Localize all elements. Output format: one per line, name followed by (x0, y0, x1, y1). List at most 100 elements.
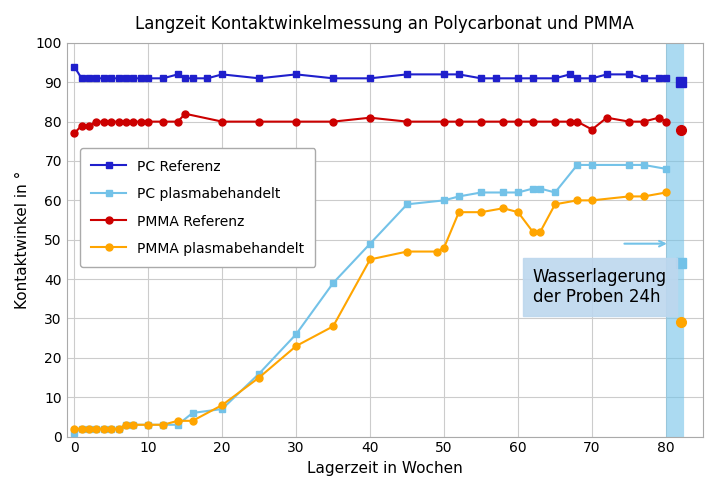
PC Referenz (203, 76, 212, 82)
PMMA plasmabehandelt (255, 375, 264, 381)
PC Referenz (588, 76, 597, 82)
PMMA Referenz (640, 119, 648, 125)
PMMA Referenz (144, 119, 152, 125)
Line: PC plasmabehandelt: PC plasmabehandelt (70, 162, 669, 436)
PMMA Referenz (107, 119, 116, 125)
PMMA plasmabehandelt (174, 418, 182, 424)
PC plasmabehandelt (78, 426, 86, 432)
PMMA Referenz (662, 119, 671, 125)
Y-axis label: Kontaktwinkel in °: Kontaktwinkel in ° (15, 170, 30, 309)
PC Referenz (159, 76, 167, 82)
PMMA Referenz (403, 119, 411, 125)
Text: Wasserlagerung
der Proben 24h: Wasserlagerung der Proben 24h (533, 268, 667, 306)
PMMA plasmabehandelt (477, 209, 485, 215)
PC plasmabehandelt (439, 197, 448, 203)
PMMA plasmabehandelt (114, 426, 123, 432)
PC Referenz (174, 71, 182, 77)
PC Referenz (129, 76, 138, 82)
PMMA plasmabehandelt (85, 426, 93, 432)
PC plasmabehandelt (365, 241, 374, 246)
PMMA plasmabehandelt (536, 229, 544, 235)
PMMA Referenz (85, 123, 93, 129)
PMMA Referenz (602, 115, 611, 121)
PMMA Referenz (129, 119, 138, 125)
PC plasmabehandelt (625, 162, 633, 168)
PMMA Referenz (159, 119, 167, 125)
PMMA Referenz (121, 119, 130, 125)
PMMA plasmabehandelt (78, 426, 86, 432)
PC plasmabehandelt (499, 190, 508, 195)
PMMA Referenz (654, 115, 663, 121)
PC Referenz (477, 76, 485, 82)
PC plasmabehandelt (174, 422, 182, 428)
PMMA plasmabehandelt (499, 205, 508, 211)
PMMA Referenz (551, 119, 559, 125)
PMMA plasmabehandelt (188, 418, 197, 424)
PC plasmabehandelt (144, 422, 152, 428)
PC Referenz (566, 71, 574, 77)
PC Referenz (551, 76, 559, 82)
PC plasmabehandelt (477, 190, 485, 195)
PMMA plasmabehandelt (292, 343, 300, 349)
PMMA Referenz (439, 119, 448, 125)
PMMA Referenz (100, 119, 108, 125)
PMMA plasmabehandelt (662, 190, 671, 195)
PC plasmabehandelt (129, 422, 138, 428)
PC Referenz (100, 76, 108, 82)
PC plasmabehandelt (107, 426, 116, 432)
PMMA plasmabehandelt (588, 197, 597, 203)
PMMA Referenz (566, 119, 574, 125)
PMMA plasmabehandelt (70, 426, 78, 432)
PC Referenz (188, 76, 197, 82)
PMMA plasmabehandelt (107, 426, 116, 432)
PC Referenz (528, 76, 537, 82)
PMMA Referenz (588, 127, 597, 133)
PC Referenz (654, 76, 663, 82)
PMMA Referenz (114, 119, 123, 125)
PMMA Referenz (477, 119, 485, 125)
PC plasmabehandelt (255, 371, 264, 377)
PMMA Referenz (181, 111, 190, 117)
PMMA Referenz (454, 119, 463, 125)
PC plasmabehandelt (514, 190, 523, 195)
PC Referenz (454, 71, 463, 77)
PMMA Referenz (329, 119, 337, 125)
PC plasmabehandelt (218, 406, 226, 412)
PC plasmabehandelt (159, 422, 167, 428)
PC Referenz (292, 71, 300, 77)
PMMA plasmabehandelt (432, 248, 441, 254)
PMMA plasmabehandelt (625, 193, 633, 199)
PC Referenz (144, 76, 152, 82)
PC plasmabehandelt (662, 166, 671, 172)
PMMA Referenz (70, 131, 78, 136)
PC Referenz (514, 76, 523, 82)
PMMA plasmabehandelt (365, 256, 374, 262)
PC Referenz (136, 76, 145, 82)
PMMA plasmabehandelt (403, 248, 411, 254)
PC Referenz (625, 71, 633, 77)
PC Referenz (492, 76, 500, 82)
PMMA Referenz (573, 119, 582, 125)
PC Referenz (78, 76, 86, 82)
PMMA plasmabehandelt (528, 229, 537, 235)
PC plasmabehandelt (85, 426, 93, 432)
PC Referenz (114, 76, 123, 82)
PMMA Referenz (625, 119, 633, 125)
Title: Langzeit Kontaktwinkelmessung an Polycarbonat und PMMA: Langzeit Kontaktwinkelmessung an Polycar… (136, 15, 634, 33)
PC plasmabehandelt (588, 162, 597, 168)
PC plasmabehandelt (121, 422, 130, 428)
PC plasmabehandelt (292, 331, 300, 337)
PC Referenz (107, 76, 116, 82)
PC Referenz (329, 76, 337, 82)
PC Referenz (573, 76, 582, 82)
PC Referenz (602, 71, 611, 77)
PC plasmabehandelt (70, 430, 78, 436)
PC plasmabehandelt (100, 426, 108, 432)
PMMA Referenz (292, 119, 300, 125)
PC plasmabehandelt (188, 410, 197, 416)
PC Referenz (92, 76, 101, 82)
PMMA Referenz (174, 119, 182, 125)
PC Referenz (181, 76, 190, 82)
PMMA plasmabehandelt (640, 193, 648, 199)
Line: PC Referenz: PC Referenz (70, 63, 669, 82)
